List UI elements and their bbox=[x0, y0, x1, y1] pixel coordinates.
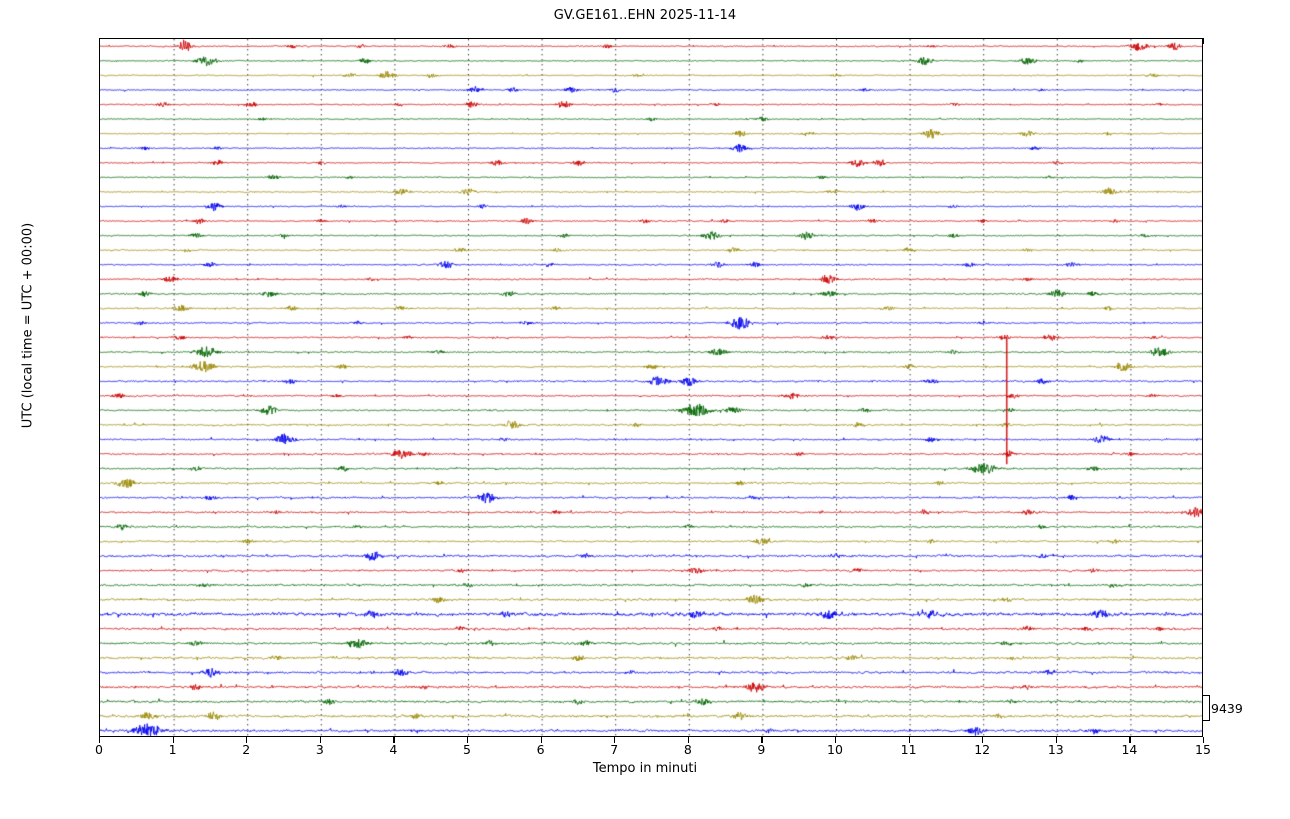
x-axis-tick-mark bbox=[246, 737, 248, 743]
x-axis-tick-label: 7 bbox=[610, 742, 619, 757]
x-axis-tick-mark bbox=[687, 737, 689, 743]
x-axis-tick-mark bbox=[99, 737, 101, 743]
x-axis-tick-label: 0 bbox=[95, 742, 103, 757]
x-axis-tick-label: 4 bbox=[389, 742, 398, 757]
x-axis-tick-label: 3 bbox=[315, 742, 324, 757]
x-axis-tick-label: 8 bbox=[683, 742, 692, 757]
scale-bar: 9439 bbox=[1203, 695, 1243, 721]
x-axis-tick-mark bbox=[319, 737, 321, 743]
x-axis-tick-label: 9 bbox=[757, 742, 766, 757]
scale-bar-bracket bbox=[1203, 695, 1210, 721]
x-axis-tick-mark bbox=[761, 737, 763, 743]
x-axis-tick-label: 2 bbox=[242, 742, 251, 757]
x-axis-tick-mark bbox=[614, 737, 616, 743]
x-axis-tick-mark bbox=[1129, 737, 1131, 743]
x-axis-tick-label: 13 bbox=[1047, 742, 1064, 757]
x-axis-label: Tempo in minuti bbox=[592, 761, 698, 776]
seismogram-plot[interactable] bbox=[99, 38, 1203, 737]
x-axis-tick-label: 5 bbox=[463, 742, 471, 757]
x-axis-tick-mark bbox=[1055, 737, 1057, 743]
x-axis-tick-mark-top bbox=[1203, 38, 1205, 44]
x-axis-tick-mark bbox=[835, 737, 837, 743]
x-axis-tick-label: 12 bbox=[974, 742, 991, 757]
x-axis-tick-label: 14 bbox=[1121, 742, 1138, 757]
x-axis-tick-mark bbox=[1203, 737, 1205, 743]
x-axis-tick-label: 15 bbox=[1195, 742, 1211, 757]
x-axis-tick-mark bbox=[908, 737, 910, 743]
x-axis-tick-mark bbox=[540, 737, 542, 743]
x-axis-tick-mark bbox=[393, 737, 395, 743]
x-axis-tick-mark bbox=[172, 737, 174, 743]
y-axis-label: UTC (local time = UTC + 00:00) bbox=[20, 222, 36, 429]
x-axis-tick-label: 10 bbox=[827, 742, 843, 757]
x-axis-tick-mark bbox=[467, 737, 469, 743]
page-title: GV.GE161..EHN 2025-11-14 bbox=[553, 8, 737, 23]
scale-bar-value: 9439 bbox=[1211, 700, 1243, 716]
waveform-canvas-wrap bbox=[100, 39, 1202, 736]
x-axis-tick-label: 11 bbox=[900, 742, 917, 757]
x-axis-tick-label: 1 bbox=[168, 742, 177, 757]
x-axis-tick-label: 6 bbox=[536, 742, 545, 757]
x-axis-tick-mark bbox=[982, 737, 984, 743]
waveform-canvas bbox=[100, 39, 1202, 736]
